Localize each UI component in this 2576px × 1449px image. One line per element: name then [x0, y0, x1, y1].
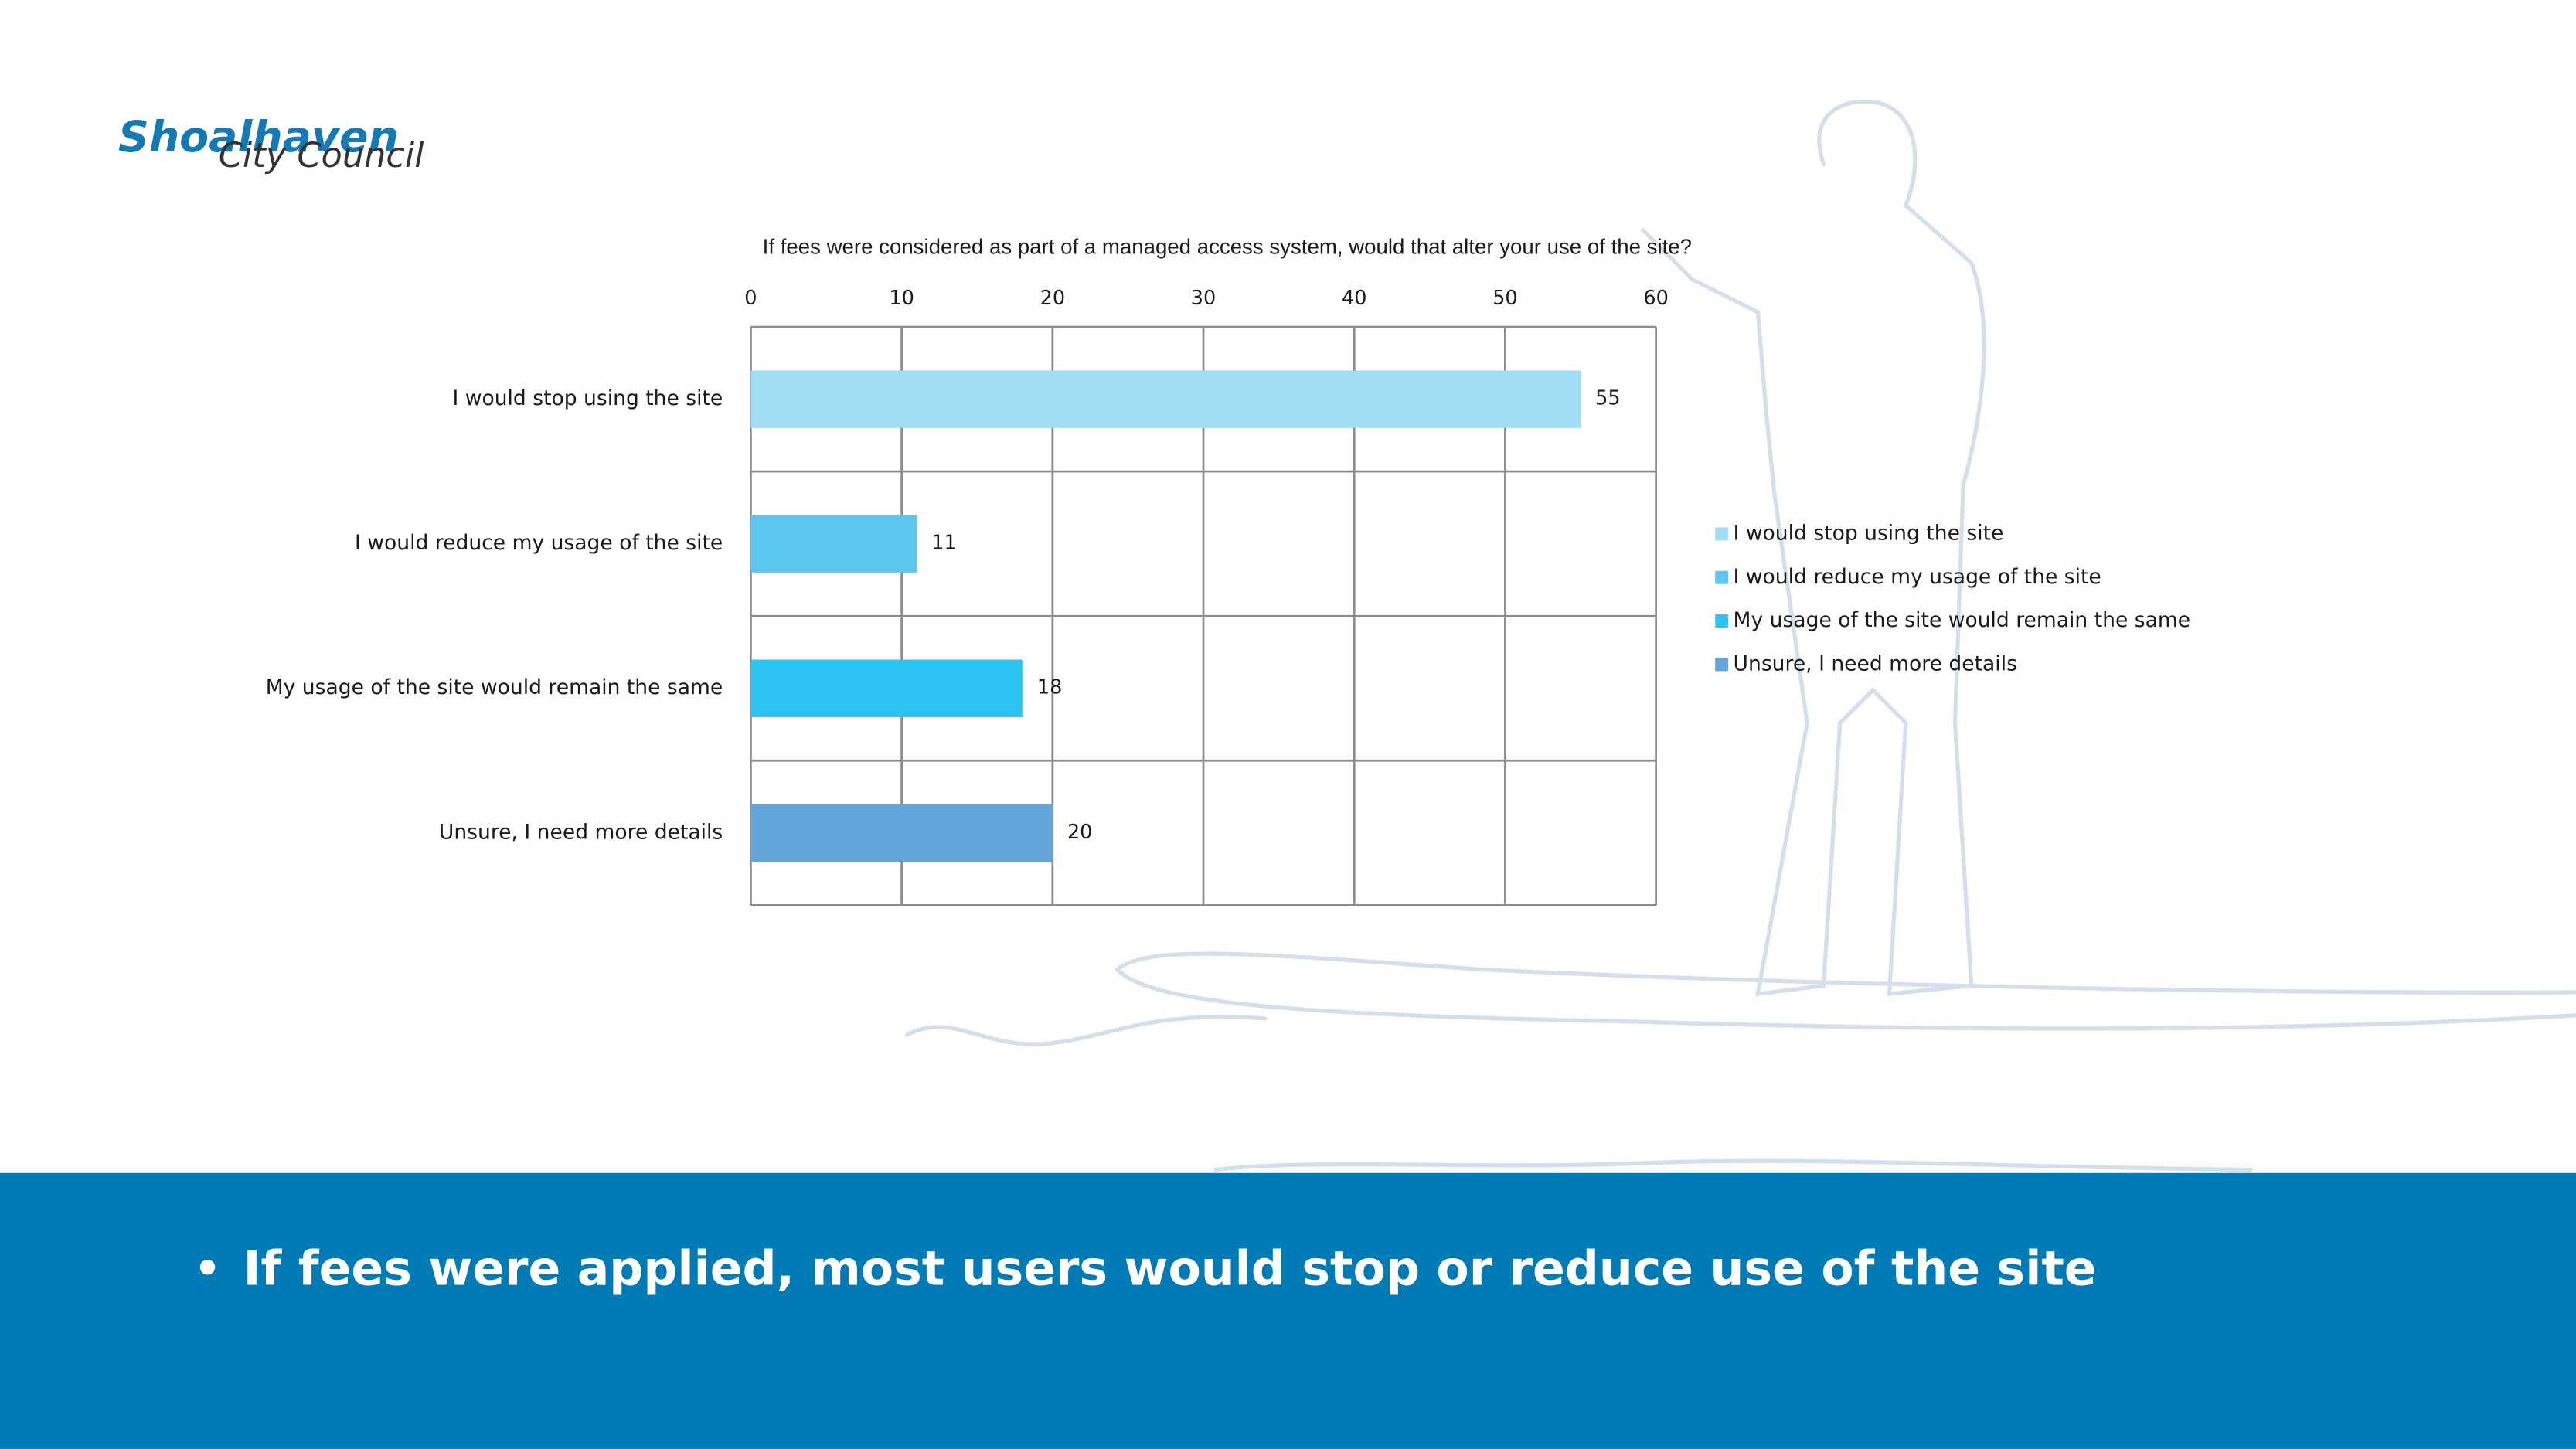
legend-swatch: [1715, 614, 1729, 628]
chart-title: If fees were considered as part of a man…: [763, 234, 1692, 258]
footer-bullet: If fees were applied, most users would s…: [243, 1240, 2097, 1296]
logo-sub: City Council: [219, 135, 425, 175]
data-label: 18: [1037, 676, 1062, 699]
x-tick-label: 50: [1492, 287, 1517, 310]
chart: 0 10 20 30 40 50 60 I would stop using the site…: [266, 287, 2191, 906]
x-tick-label: 30: [1191, 287, 1216, 310]
legend-swatch: [1715, 570, 1729, 584]
y-tick-label: I would stop using the site: [452, 386, 723, 410]
bar: [750, 370, 1581, 428]
data-label: 11: [931, 532, 956, 555]
y-tick-label: I would reduce my usage of the site: [355, 531, 723, 555]
legend-label: I would stop using the site: [1734, 521, 2004, 545]
bar: [750, 515, 917, 573]
bullet-dot: •: [194, 1244, 221, 1294]
legend-swatch: [1715, 527, 1729, 541]
legend-label: My usage of the site would remain the sa…: [1734, 608, 2191, 632]
y-tick-label: Unsure, I need more details: [439, 820, 723, 844]
legend-label: I would reduce my usage of the site: [1734, 565, 2101, 589]
decoration: [904, 99, 2576, 1172]
bar: [750, 804, 1053, 862]
legend-label: Unsure, I need more details: [1734, 651, 2017, 675]
x-tick-label: 0: [744, 287, 757, 310]
logo-name: Shoalhaven: [118, 113, 399, 162]
bar: [750, 659, 1023, 717]
x-tick-label: 10: [889, 287, 914, 310]
x-tick-label: 20: [1040, 287, 1065, 310]
y-tick-label: My usage of the site would remain the sa…: [266, 675, 723, 699]
data-label: 20: [1067, 821, 1092, 844]
data-label: 55: [1595, 387, 1620, 410]
x-tick-label: 60: [1643, 287, 1668, 310]
legend-swatch: [1715, 658, 1729, 672]
footer-band: [0, 1172, 2576, 1449]
x-tick-label: 40: [1342, 287, 1366, 310]
